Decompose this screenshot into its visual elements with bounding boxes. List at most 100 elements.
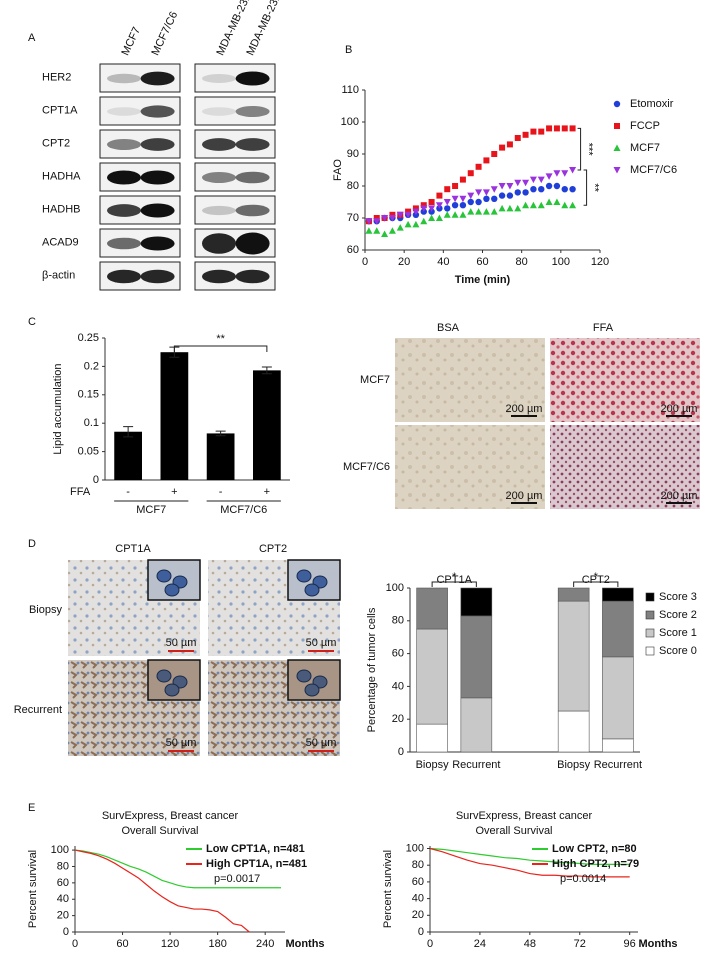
scale-label: 50 µm (306, 737, 337, 749)
bar-segment (602, 656, 634, 740)
blot-band (235, 171, 270, 184)
bar (253, 370, 281, 480)
data-point (459, 195, 467, 203)
x-tick-label: 0 (427, 938, 433, 950)
blot-band (202, 205, 236, 216)
data-point (506, 183, 514, 190)
y-tick-label: 40 (57, 893, 69, 905)
data-point (475, 189, 483, 196)
scale-label: 50 µm (306, 637, 337, 649)
panel-letter: B (345, 44, 352, 56)
inset-nucleus (156, 569, 172, 583)
blot-band (202, 233, 236, 254)
micrograph-column-label: FFA (593, 322, 614, 334)
blot-band (107, 73, 141, 84)
y-tick-label: 80 (412, 859, 424, 871)
x-tick-label: 120 (161, 938, 179, 950)
inset-nucleus (156, 669, 172, 683)
blot-column-label: MCF7/C6 (149, 10, 180, 58)
legend-swatch (645, 592, 655, 602)
x-tick-label: 120 (591, 256, 609, 268)
blot-band (235, 269, 270, 284)
data-point (459, 202, 467, 209)
data-point (538, 186, 545, 193)
data-point (467, 208, 475, 215)
data-point (538, 128, 545, 135)
y-axis-label: Lipid accumulation (52, 363, 64, 454)
y-tick-label: 0 (63, 926, 69, 938)
data-point (475, 198, 482, 206)
scale-label: 200 µm (506, 403, 543, 415)
data-point (553, 198, 561, 205)
data-point (506, 204, 514, 212)
y-tick-label: 0.05 (78, 446, 99, 458)
significance-label: ** (216, 333, 225, 345)
inset-nucleus (304, 583, 320, 597)
x-tick-label: + (171, 486, 177, 498)
legend-label: Score 1 (659, 627, 697, 639)
x-tick-label: 96 (624, 938, 636, 950)
significance-bracket (577, 127, 582, 171)
y-tick-label: 90 (347, 148, 359, 160)
data-point (435, 202, 443, 209)
data-point (428, 199, 435, 205)
scale-label: 200 µm (661, 490, 698, 502)
micrograph-column-label: CPT1A (115, 543, 151, 555)
bar (160, 352, 189, 480)
data-point (451, 195, 459, 203)
data-point (561, 186, 568, 193)
data-point (404, 211, 412, 219)
x-axis-label: Months (285, 938, 324, 950)
y-tick-label: 0.2 (84, 360, 99, 372)
y-tick-label: 40 (412, 893, 424, 905)
data-point (420, 217, 428, 225)
scale-label: 200 µm (661, 403, 698, 415)
y-tick-label: 20 (412, 909, 424, 921)
x-tick-label: 72 (574, 938, 586, 950)
panel-letter: C (28, 316, 36, 328)
blot-band (140, 71, 175, 86)
data-point (553, 170, 561, 177)
data-point (373, 218, 381, 225)
survival-curve (429, 847, 630, 865)
bar-segment (557, 587, 590, 602)
p-value: p=0.0017 (214, 873, 260, 885)
data-point (490, 208, 498, 215)
y-tick-label: 110 (341, 84, 359, 96)
legend-label: High CPT2, n=79 (552, 858, 639, 870)
inset-nucleus (304, 683, 320, 697)
micrograph-column-label: BSA (437, 322, 460, 334)
significance-label: ** (589, 183, 601, 192)
y-tick-label: 60 (392, 648, 404, 660)
data-point (436, 192, 443, 199)
data-point (569, 167, 577, 174)
blot-row-label: HADHA (42, 170, 81, 182)
inset-nucleus (296, 569, 312, 583)
x-tick-label: 48 (524, 938, 536, 950)
legend-label: Low CPT1A, n=481 (206, 843, 305, 855)
data-point (514, 189, 521, 196)
significance-label: *** (583, 143, 595, 157)
micrograph (395, 425, 545, 509)
data-point (428, 205, 436, 212)
legend-label: Score 2 (659, 609, 697, 621)
data-point (373, 227, 381, 234)
y-axis-label: Percent survival (382, 850, 394, 928)
bar-segment (416, 628, 448, 725)
x-tick-label: 60 (476, 256, 488, 268)
data-point (443, 199, 451, 206)
micrograph (550, 425, 700, 509)
data-point (553, 125, 560, 132)
panel-letter: D (28, 538, 36, 550)
group-label: MCF7 (136, 504, 166, 516)
chart-subtitle: Overall Survival (121, 825, 198, 837)
blot-column-label: MCF7 (119, 25, 143, 57)
data-point (569, 186, 576, 193)
bar-segment (460, 615, 493, 699)
panel-letter: E (28, 802, 35, 814)
y-axis-label: Percent survival (27, 850, 39, 928)
x-tick-label: 0 (362, 256, 368, 268)
data-point (514, 179, 522, 187)
legend-label: Score 3 (659, 591, 697, 603)
